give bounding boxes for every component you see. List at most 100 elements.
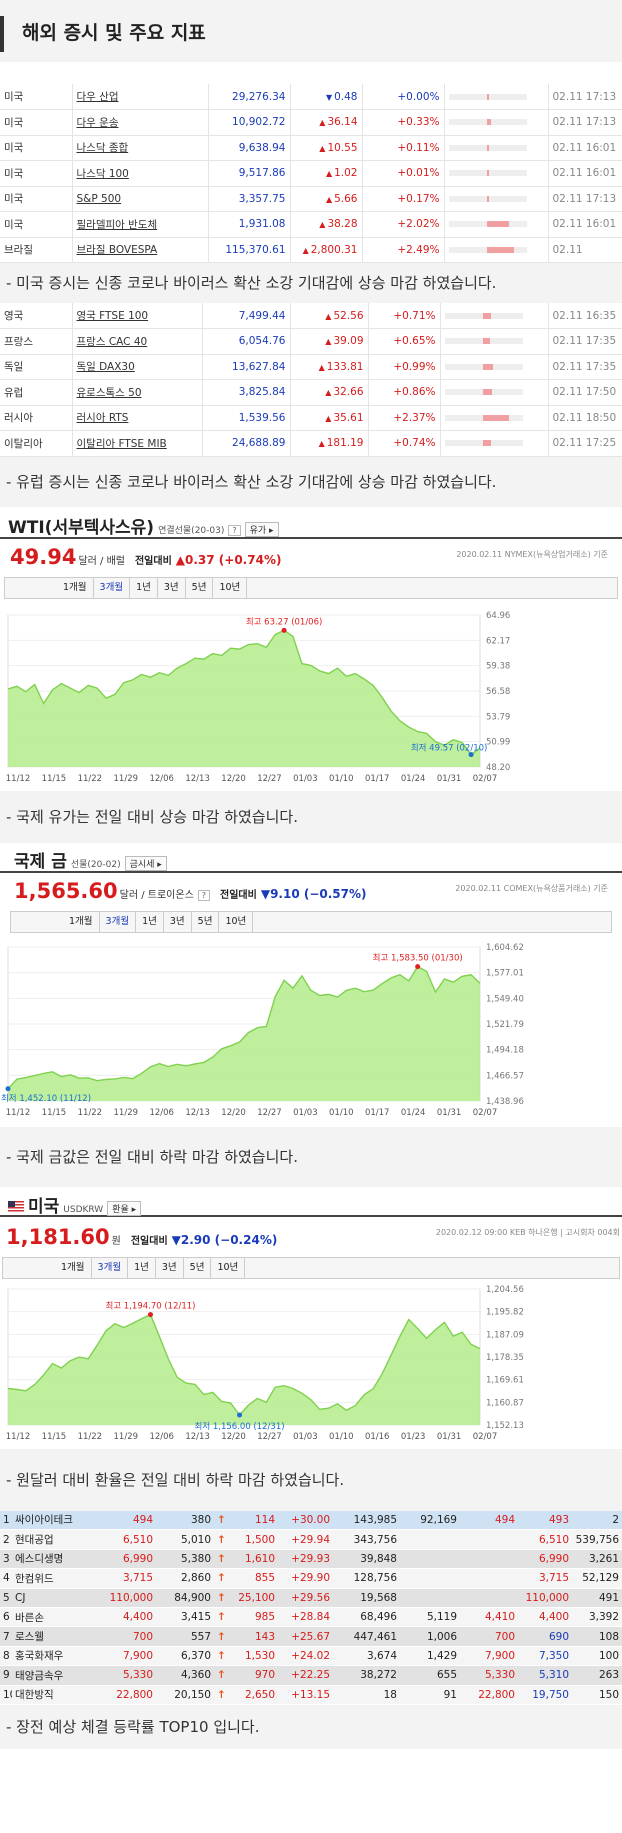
x-tick-label: 12/20 bbox=[221, 1432, 246, 1442]
top10-cell: 3,415 bbox=[156, 1607, 214, 1628]
index-change: ▲ 35.61 bbox=[290, 405, 369, 431]
gold-help-icon[interactable]: ? bbox=[197, 889, 211, 901]
index-country: 미국 bbox=[0, 186, 73, 212]
index-name-link[interactable]: 다우 산업 bbox=[72, 84, 209, 110]
wti-caption: - 국제 유가는 전일 대비 상승 마감 하였습니다. bbox=[0, 790, 622, 843]
fx-type-button[interactable]: 환율 ▸ bbox=[107, 1200, 142, 1216]
y-tick-label: 1,152.13 bbox=[486, 1421, 524, 1431]
index-rate: +2.02% bbox=[362, 211, 445, 238]
up-arrow-icon: ▲ bbox=[302, 245, 309, 255]
period-tab[interactable]: 5년 bbox=[186, 577, 214, 598]
index-bar-cell bbox=[440, 303, 549, 329]
period-tab[interactable]: 10년 bbox=[219, 911, 254, 932]
top10-cell: 4,400 bbox=[518, 1607, 572, 1628]
index-mini-bar-fill bbox=[482, 440, 491, 447]
index-name-link[interactable]: 필라델피아 반도체 bbox=[72, 211, 209, 238]
top10-cell: 홍국화재우 bbox=[12, 1646, 96, 1667]
top10-cell: 10 bbox=[0, 1685, 12, 1705]
x-tick-label: 12/06 bbox=[149, 1432, 174, 1442]
top10-table: 1 싸이아이테크 494 380 ↑ 114 +30.00 143,985 92,169 494 4… bbox=[0, 1510, 622, 1705]
wti-type-button[interactable]: 유가 ▸ bbox=[244, 521, 279, 537]
wti-help-icon[interactable]: ? bbox=[228, 524, 241, 536]
index-mini-bar-fill bbox=[486, 144, 489, 151]
min-point bbox=[468, 751, 474, 757]
top10-cell bbox=[400, 1529, 460, 1550]
top10-cell: 5,010 bbox=[156, 1529, 214, 1550]
period-tab[interactable]: 1개월 bbox=[57, 577, 94, 598]
top10-cell bbox=[460, 1568, 518, 1589]
period-tab[interactable]: 1년 bbox=[128, 1257, 156, 1278]
period-tab[interactable]: 3년 bbox=[156, 1257, 184, 1278]
index-value: 3,825.84 bbox=[202, 379, 291, 406]
period-tab[interactable]: 5년 bbox=[184, 1257, 212, 1278]
index-name-link[interactable]: 유로스톡스 50 bbox=[72, 379, 203, 406]
top10-cell: 110,000 bbox=[518, 1588, 572, 1608]
top10-cell: +28.84 bbox=[278, 1607, 333, 1628]
top10-cell: 343,756 bbox=[333, 1529, 400, 1550]
index-row: 미국 나스닥 100 9,517.86 ▲ 1.02 +0.01% 02.11 16:01 bbox=[0, 160, 622, 187]
period-tab[interactable]: 3개월 bbox=[94, 577, 131, 598]
index-row: 유럽 유로스톡스 50 3,825.84 ▲ 32.66 +0.86% 02.11 17:5… bbox=[0, 379, 622, 406]
index-mini-bar bbox=[444, 338, 523, 345]
index-name-link[interactable]: 프랑스 CAC 40 bbox=[72, 328, 203, 355]
top10-change: 25,100 bbox=[238, 1591, 275, 1604]
fx-chart-block: 미국 USDKRW 환율 ▸ 1,181.60 원 전일대비 ▼2.90 (−0.24%)… bbox=[0, 1186, 622, 1449]
series-line bbox=[7, 965, 481, 1089]
period-tab[interactable]: 3년 bbox=[164, 911, 192, 932]
period-tab[interactable]: 5년 bbox=[192, 911, 220, 932]
period-tab[interactable]: 1개월 bbox=[55, 1257, 92, 1278]
index-name-link[interactable]: 러시아 RTS bbox=[72, 405, 203, 431]
gold-title-row: 국제 금 선물(20-02) 금시세 ▸ bbox=[0, 843, 622, 873]
period-tab[interactable]: 10년 bbox=[213, 577, 248, 598]
x-tick-label: 12/20 bbox=[221, 1108, 246, 1118]
index-name-link[interactable]: 다우 운송 bbox=[72, 109, 209, 136]
top10-cell: 494 bbox=[460, 1510, 518, 1531]
gold-type-button[interactable]: 금시세 ▸ bbox=[124, 855, 167, 871]
index-change: ▲ 39.09 bbox=[290, 328, 369, 355]
fx-change-label: 전일대비 bbox=[130, 1235, 168, 1247]
top10-cell: ↑ 1,610 bbox=[214, 1549, 278, 1570]
index-row: 러시아 러시아 RTS 1,539.56 ▲ 35.61 +2.37% 02.11 18:5… bbox=[0, 405, 622, 431]
x-tick-label: 11/29 bbox=[114, 774, 139, 784]
top10-cell: ↑ 143 bbox=[214, 1626, 278, 1647]
period-tab[interactable]: 3년 bbox=[158, 577, 186, 598]
x-tick-label: 02/07 bbox=[473, 774, 498, 784]
header-accent-bar bbox=[0, 16, 4, 52]
period-tab[interactable]: 3개월 bbox=[92, 1257, 129, 1278]
index-country: 미국 bbox=[0, 135, 73, 161]
index-rate: +0.33% bbox=[362, 109, 445, 136]
x-tick-label: 11/22 bbox=[78, 1432, 103, 1442]
index-value: 115,370.61 bbox=[208, 237, 291, 263]
wti-price: 49.94 bbox=[10, 544, 77, 569]
wti-title-row: WTI(서부텍사스유) 연결선물(20-03)? 유가 ▸ bbox=[0, 507, 622, 539]
top10-cell: 491 bbox=[572, 1588, 622, 1608]
index-name-link[interactable]: 나스닥 100 bbox=[72, 160, 209, 187]
index-name-link[interactable]: 영국 FTSE 100 bbox=[72, 303, 203, 329]
index-name-link[interactable]: 나스닥 종합 bbox=[72, 135, 209, 161]
period-tab[interactable]: 1년 bbox=[130, 577, 158, 598]
index-name-link[interactable]: 브라질 BOVESPA bbox=[72, 237, 209, 263]
period-tab[interactable]: 10년 bbox=[211, 1257, 246, 1278]
wti-period-tabs: 1개월 3개월 1년 3년 5년 10년 bbox=[4, 576, 618, 599]
top10-row: 8 홍국화재우 7,900 6,370 ↑ 1,530 +24.02 3,674 1,429 7,… bbox=[0, 1646, 622, 1667]
period-tab[interactable]: 1개월 bbox=[63, 911, 100, 932]
top10-caption: - 장전 예상 체결 등락률 TOP10 입니다. bbox=[0, 1704, 622, 1749]
top10-cell: ↑ 1,500 bbox=[214, 1529, 278, 1550]
period-tab[interactable]: 1년 bbox=[136, 911, 164, 932]
top10-change: 1,500 bbox=[244, 1533, 275, 1546]
wti-unit: 달러 / 배럴 bbox=[78, 555, 125, 567]
period-tab[interactable]: 3개월 bbox=[100, 911, 137, 932]
index-name-link[interactable]: 독일 DAX30 bbox=[72, 354, 203, 380]
index-rate: +0.71% bbox=[368, 303, 441, 329]
up-arrow-icon: ▲ bbox=[325, 413, 332, 423]
up-arrow-icon: ↑ bbox=[217, 1591, 226, 1604]
up-arrow-icon: ▲ bbox=[319, 220, 326, 230]
up-arrow-icon: ↑ bbox=[217, 1572, 226, 1585]
index-change-value: 1.02 bbox=[334, 167, 358, 180]
top10-cell: 4 bbox=[0, 1568, 12, 1589]
index-name-link[interactable]: 이탈리아 FTSE MIB bbox=[72, 430, 203, 457]
index-name-link[interactable]: S&P 500 bbox=[72, 186, 209, 212]
top10-change: 2,650 bbox=[244, 1688, 275, 1701]
top10-cell: 대한방직 bbox=[12, 1685, 96, 1705]
index-value: 10,902.72 bbox=[208, 109, 291, 136]
